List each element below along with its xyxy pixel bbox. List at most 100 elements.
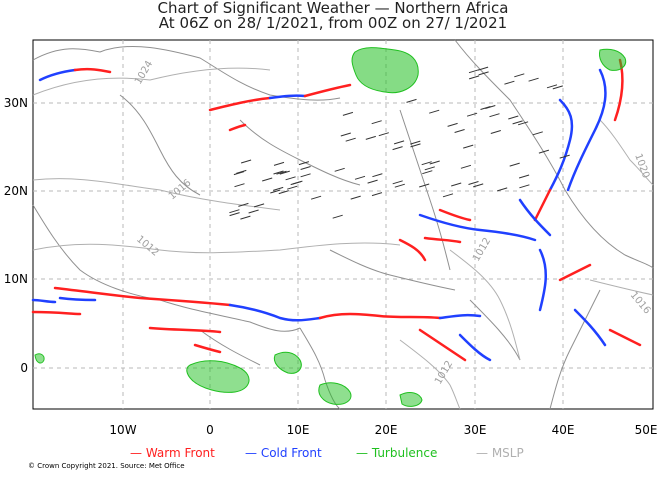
fl-mark (394, 183, 405, 188)
fl-mark (334, 167, 345, 172)
fl-mark (240, 159, 252, 164)
fl-mark (559, 154, 570, 159)
lon-label-10e: 10E (286, 423, 310, 437)
fl-mark (340, 132, 351, 137)
fl-mark (310, 195, 322, 200)
fl-mark (378, 132, 389, 137)
lon-label-40e: 40E (551, 423, 575, 437)
fl-mark (345, 137, 356, 142)
fl-mark (273, 186, 284, 191)
fl-mark (546, 84, 558, 89)
legend-mslp: — MSLP (476, 446, 524, 460)
map-frame (32, 39, 654, 410)
fl-mark (410, 140, 421, 145)
fl-mark (517, 121, 529, 126)
lat-label-10n: 10N (3, 272, 28, 286)
fl-mark (372, 173, 383, 178)
front-lines (31, 58, 642, 362)
fl-mark (497, 187, 508, 192)
legend-cold-front: — Cold Front (245, 446, 322, 460)
lon-label-0: 0 (206, 423, 214, 437)
fl-mark (447, 122, 458, 127)
lat-label-30n: 30N (3, 96, 28, 110)
fl-mark (508, 115, 519, 120)
copyright-note: © Crown Copyright 2021. Source: Met Offi… (28, 462, 185, 470)
fl-mark (273, 161, 285, 166)
fl-mark (528, 77, 539, 82)
fl-mark (429, 160, 440, 165)
fl-mark (287, 185, 298, 190)
fl-mark (278, 190, 289, 195)
fl-mark (473, 183, 484, 188)
fl-mark (538, 149, 550, 154)
fl-mark (518, 174, 530, 179)
fl-mark (519, 184, 530, 189)
fl-mark (276, 170, 287, 175)
fl-mark (490, 130, 501, 134)
fl-mark (504, 80, 515, 85)
fl-mark (371, 192, 383, 197)
fl-mark (478, 71, 489, 76)
fl-mark (392, 180, 403, 185)
fl-mark (489, 113, 500, 118)
fl-mark (300, 173, 311, 178)
fl-mark (253, 203, 265, 208)
fl-mark (248, 209, 259, 214)
legend-warm-front: — Warm Front (130, 446, 215, 460)
legend-turbulence: — Turbulence (356, 446, 438, 460)
fl-mark (238, 202, 249, 207)
lon-label-10w: 10W (109, 423, 137, 437)
fl-marks (229, 66, 570, 220)
fl-mark (422, 170, 433, 175)
fl-mark (285, 176, 296, 181)
fl-mark (460, 164, 472, 169)
fl-mark (442, 193, 454, 198)
fl-mark (236, 169, 247, 174)
fl-mark (419, 183, 430, 188)
fl-mark (354, 175, 366, 180)
fl-mark (392, 146, 403, 151)
lon-label-30e: 30E (463, 423, 487, 437)
fl-mark (468, 181, 479, 185)
fl-mark (466, 112, 478, 117)
fl-mark (270, 189, 281, 194)
fl-mark (463, 144, 474, 149)
fl-mark (371, 120, 382, 125)
chart-title-line2: At 06Z on 28/ 1/2021, from 00Z on 27/ 1/… (158, 14, 508, 32)
lon-label-50e: 50E (634, 423, 658, 437)
lon-label-20e: 20E (374, 423, 398, 437)
fl-mark (421, 161, 432, 166)
fl-mark (509, 162, 520, 167)
fl-mark (365, 135, 376, 140)
fl-mark (234, 183, 245, 188)
lat-label-0: 0 (20, 361, 28, 375)
fl-mark (229, 209, 240, 214)
turbulence-areas (34, 47, 627, 407)
fl-mark (468, 69, 480, 74)
fl-mark (279, 170, 290, 175)
fl-mark (477, 66, 489, 71)
fl-mark (350, 195, 361, 200)
fl-mark (406, 98, 417, 103)
fl-mark (512, 120, 523, 125)
fl-mark (300, 166, 311, 170)
fl-mark (429, 109, 440, 114)
fl-mark (552, 85, 563, 90)
fl-mark (451, 182, 462, 187)
fl-mark (410, 143, 421, 148)
fl-mark (342, 111, 354, 116)
fl-mark (298, 161, 310, 166)
fl-mark (240, 215, 251, 220)
fl-mark (454, 129, 465, 133)
fl-mark (262, 177, 273, 182)
fl-mark (367, 179, 378, 184)
fl-mark (332, 214, 343, 219)
fl-mark (273, 170, 284, 175)
lat-label-20n: 20N (3, 184, 28, 198)
chart-title-line1: Chart of Significant Weather — Northern … (157, 0, 509, 17)
fl-mark (480, 106, 491, 110)
fl-mark (424, 166, 435, 171)
fl-mark (229, 212, 240, 217)
fl-mark (393, 140, 405, 145)
